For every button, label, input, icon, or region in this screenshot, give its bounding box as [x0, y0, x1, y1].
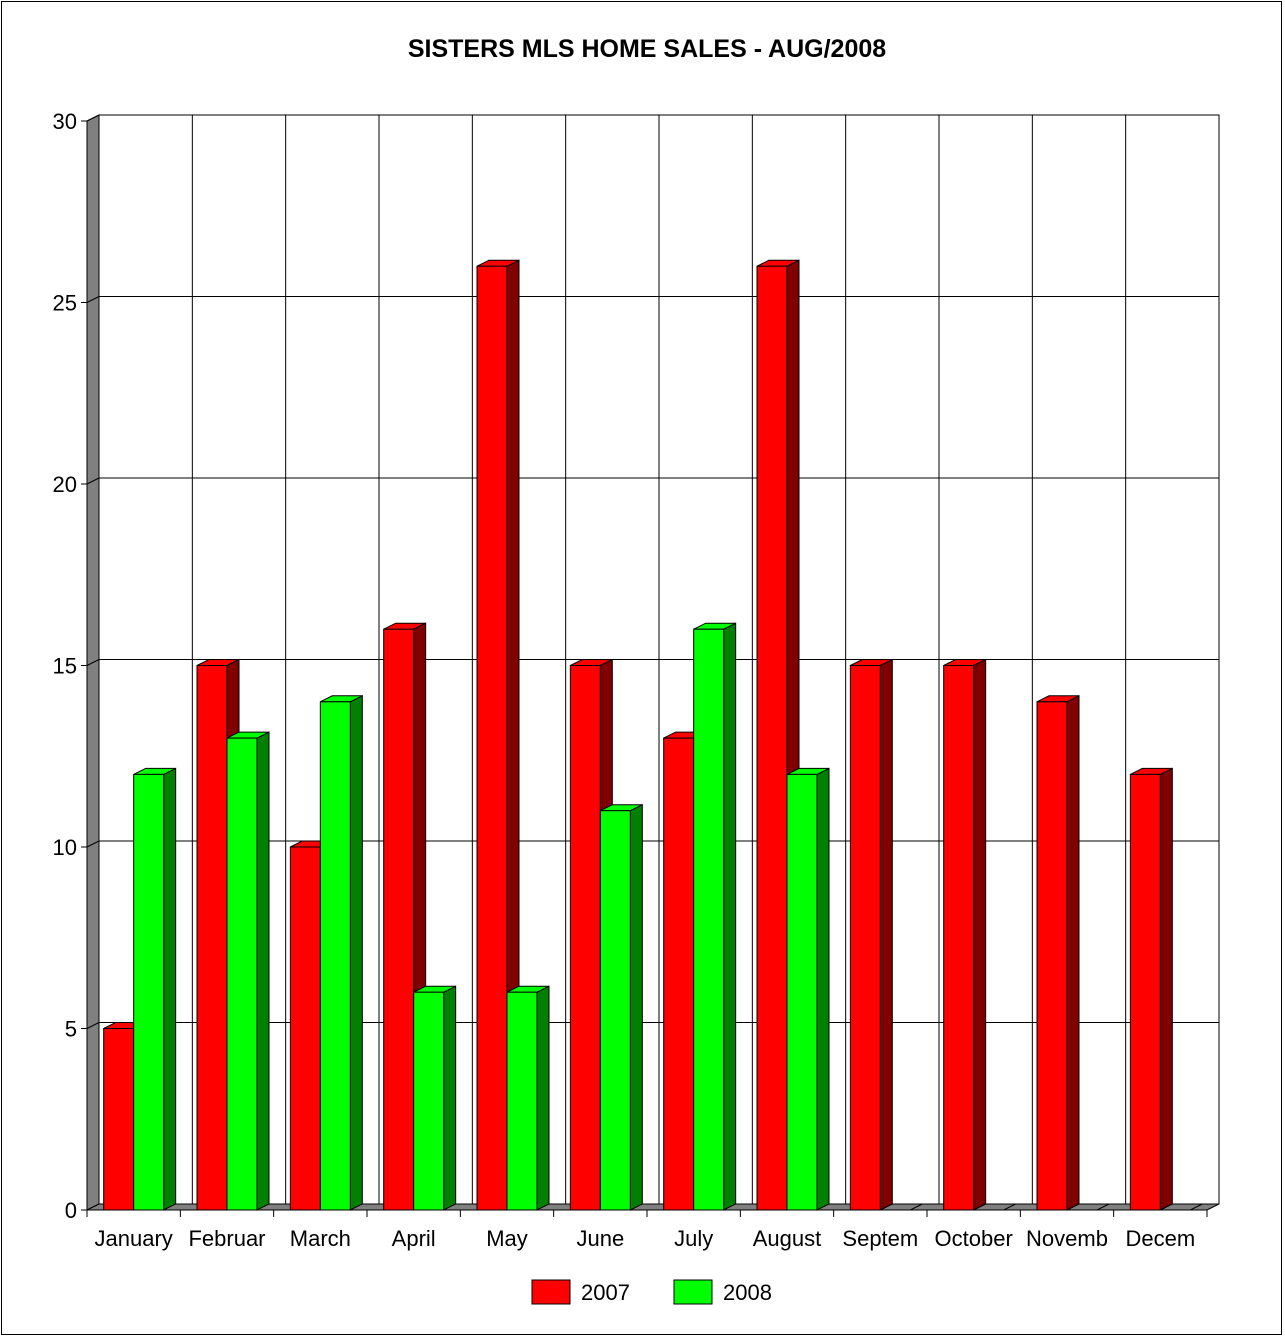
- y-axis-ticks: 0 5 10 15 20 25 30: [53, 109, 87, 1223]
- legend-label: 2008: [723, 1280, 772, 1305]
- gridline-side: [86, 477, 100, 485]
- gridline-side: [86, 296, 100, 303]
- y-tick-label: 25: [53, 291, 77, 316]
- gridline-side: [86, 1022, 100, 1029]
- bar-front: [599, 810, 631, 1211]
- y-tick-label: 30: [53, 109, 77, 134]
- x-tick-label: January: [95, 1226, 173, 1251]
- x-tick-label: April: [392, 1226, 436, 1251]
- x-tick-label: Februar: [188, 1226, 265, 1251]
- bar-2007-Decem: [1129, 767, 1173, 1211]
- bar-side: [816, 767, 830, 1211]
- bar-front: [849, 665, 881, 1211]
- bar-front: [506, 991, 538, 1211]
- bar-front: [1129, 773, 1161, 1211]
- x-tick-label: October: [935, 1226, 1013, 1251]
- legend-item-2008: 2008: [673, 1279, 772, 1305]
- bar-2007-October: [943, 658, 987, 1211]
- bar-2007-May: [476, 259, 520, 1211]
- legend-swatch: [531, 1279, 571, 1305]
- bar-side: [723, 622, 737, 1211]
- x-tick-label: Novemb: [1026, 1226, 1108, 1251]
- legend-label: 2007: [581, 1280, 630, 1305]
- bar-2007-Septem: [849, 658, 893, 1211]
- gridlines: [86, 114, 1219, 1204]
- x-tick-label: March: [290, 1226, 351, 1251]
- bar-front: [786, 773, 818, 1211]
- bar-front: [943, 665, 975, 1211]
- bar-front: [413, 991, 445, 1211]
- y-tick-label: 20: [53, 472, 77, 497]
- bar-front: [319, 701, 351, 1211]
- bar-front: [289, 846, 321, 1211]
- gridline-side: [86, 114, 100, 122]
- bar-2008-May: [506, 985, 550, 1211]
- x-tick-label: Decem: [1125, 1226, 1195, 1251]
- x-tick-label: August: [753, 1226, 822, 1251]
- bar-2008-August: [786, 767, 830, 1211]
- bar-front: [476, 265, 508, 1211]
- bar-2007-August: [756, 259, 800, 1211]
- x-tick-label: June: [576, 1226, 624, 1251]
- bar-side: [443, 985, 457, 1211]
- bar-2008-April: [413, 985, 457, 1211]
- bar-2008-June: [599, 803, 643, 1211]
- bar-side: [973, 658, 987, 1211]
- bar-side: [1066, 694, 1080, 1211]
- bar-side: [256, 731, 270, 1211]
- x-tick-label: July: [674, 1226, 713, 1251]
- bar-front: [226, 737, 258, 1211]
- x-tick-label: Septem: [842, 1226, 918, 1251]
- gridline-side: [86, 840, 100, 848]
- bar-front: [133, 773, 165, 1211]
- legend: 2007 2008: [531, 1279, 772, 1305]
- bar-front: [103, 1028, 135, 1211]
- x-axis-labels: January Februar March April May June July Augus…: [86, 1209, 1208, 1251]
- bar-side: [163, 767, 177, 1211]
- bar-front: [569, 665, 601, 1211]
- bar-2008-Februar: [226, 731, 270, 1211]
- bar-front: [383, 628, 415, 1211]
- legend-item-2007: 2007: [531, 1279, 630, 1305]
- bar-front: [1036, 701, 1068, 1211]
- bar-2008-March: [319, 694, 363, 1211]
- y-tick-label: 10: [53, 835, 77, 860]
- bar-side: [349, 694, 363, 1211]
- x-tick-label: May: [486, 1226, 528, 1251]
- bar-2007-Novemb: [1036, 694, 1080, 1211]
- bar-side: [536, 985, 550, 1211]
- bar-front: [756, 265, 788, 1211]
- legend-swatch: [673, 1279, 713, 1305]
- bar-side: [629, 803, 643, 1211]
- bar-2008-July: [693, 622, 737, 1211]
- bar-front: [663, 737, 695, 1211]
- bar-side: [1159, 767, 1173, 1211]
- bar-side: [879, 658, 893, 1211]
- bar-front: [693, 628, 725, 1211]
- bar-2008-January: [133, 767, 177, 1211]
- chart-title: SISTERS MLS HOME SALES - AUG/2008: [408, 35, 886, 63]
- bar-front: [196, 665, 228, 1211]
- y-tick-label: 15: [53, 654, 77, 679]
- y-tick-label: 5: [65, 1017, 77, 1042]
- bars: [103, 259, 1203, 1211]
- y-tick-label: 0: [65, 1198, 77, 1223]
- gridline-side: [86, 659, 100, 666]
